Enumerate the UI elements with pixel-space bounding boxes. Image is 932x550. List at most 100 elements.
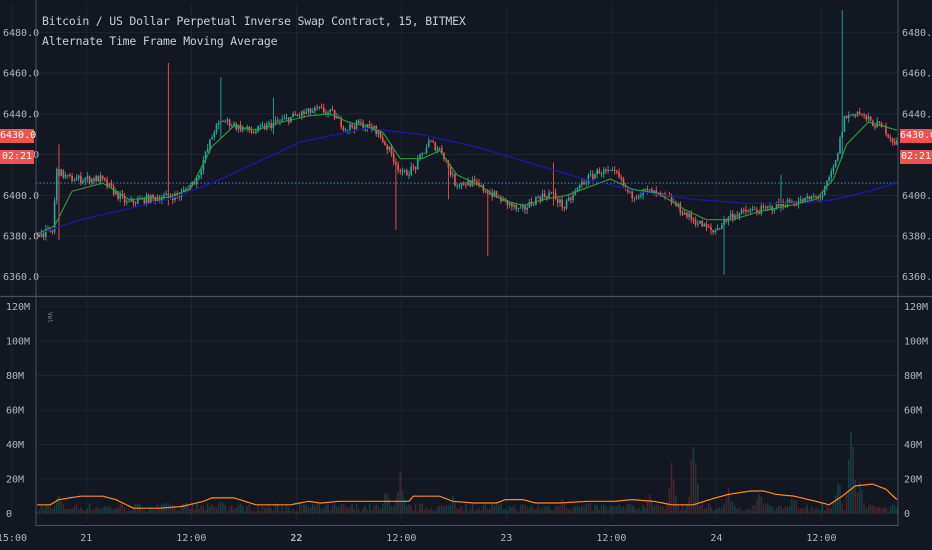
volume-bar: [583, 506, 585, 514]
candle-body: [318, 106, 321, 108]
candle-body: [182, 189, 185, 192]
volume-bar: [82, 509, 84, 514]
candle-body: [648, 189, 651, 190]
volume-bar: [620, 506, 623, 514]
volume-pane[interactable]: [36, 432, 898, 514]
volume-bar: [854, 479, 857, 514]
candle-body: [721, 224, 723, 229]
volume-bar: [266, 508, 268, 514]
price-pane[interactable]: [36, 10, 898, 275]
candle-body: [718, 228, 721, 229]
volume-bar: [449, 504, 452, 514]
candle-body: [86, 176, 89, 179]
volume-bar: [360, 511, 362, 514]
volume-bar: [419, 503, 421, 514]
candle-body: [316, 107, 318, 109]
time-tick-label: 23: [500, 533, 512, 544]
volume-bar: [664, 509, 666, 514]
candle-body: [458, 185, 461, 187]
candle-body: [591, 174, 594, 179]
volume-bar: [600, 504, 603, 514]
volume-bar: [867, 505, 870, 514]
volume-bar: [832, 502, 835, 514]
volume-bar: [745, 510, 747, 514]
candle-body: [471, 179, 474, 187]
candle-body: [401, 171, 404, 173]
volume-bar: [707, 503, 710, 514]
candle-body: [731, 213, 734, 219]
candle-body: [646, 189, 649, 190]
candle-body: [554, 192, 557, 199]
volume-bar: [417, 510, 419, 514]
candle-body: [139, 198, 141, 200]
study-title: Alternate Time Frame Moving Average: [42, 34, 278, 48]
volume-bar: [495, 504, 498, 514]
candle-body: [810, 196, 813, 200]
volume-bar: [640, 511, 642, 514]
candle-body: [456, 185, 458, 187]
candle-body: [189, 184, 192, 190]
volume-bar: [353, 508, 356, 514]
candle-body: [806, 196, 809, 199]
volume-bar: [679, 510, 682, 514]
volume-bar: [331, 504, 334, 514]
candle-body: [110, 183, 113, 187]
candle-body: [357, 120, 360, 124]
candle-body: [830, 171, 833, 178]
candle-body: [69, 174, 71, 176]
candle-body: [373, 126, 375, 130]
volume-bar: [189, 509, 192, 514]
candle-body: [386, 144, 388, 150]
volume-bar: [802, 508, 804, 514]
candle-body: [296, 114, 299, 116]
volume-bar: [504, 508, 507, 514]
volume-bar: [171, 505, 174, 514]
candle-body: [156, 198, 159, 201]
candle-body: [430, 140, 432, 142]
volume-bar: [484, 504, 487, 514]
volume-bar: [301, 505, 303, 514]
volume-bar: [64, 508, 67, 514]
chart-title: Bitcoin / US Dollar Perpetual Inverse Sw…: [42, 14, 466, 28]
volume-bar: [581, 505, 583, 514]
candle-body: [261, 125, 264, 127]
candle-body: [222, 121, 224, 122]
candle-body: [152, 194, 154, 198]
candle-body: [476, 181, 478, 183]
candle-body: [447, 160, 450, 168]
volume-bar: [204, 509, 207, 514]
candle-body: [712, 230, 714, 233]
candle-body: [241, 127, 244, 131]
candle-body: [548, 192, 550, 198]
volume-bar: [596, 505, 598, 514]
volume-bar: [653, 506, 655, 514]
volume-bar: [476, 509, 478, 514]
volume-bar: [150, 507, 152, 514]
price-tick-label: 6360.0: [3, 272, 39, 283]
volume-bar: [714, 510, 717, 514]
candle-body: [609, 169, 612, 171]
candle-body: [36, 233, 38, 235]
candle-body: [622, 178, 625, 186]
volume-bar: [261, 505, 264, 514]
candle-body: [213, 132, 216, 137]
candle-body: [478, 182, 480, 186]
candle-body: [349, 124, 351, 130]
volume-bar: [834, 494, 837, 514]
candle-body: [541, 193, 544, 201]
volume-bar: [469, 508, 472, 514]
volume-bar: [344, 505, 347, 514]
candle-body: [106, 180, 108, 187]
candle-body: [329, 109, 332, 112]
candle-body: [117, 191, 119, 199]
candle-body: [885, 125, 887, 135]
volume-bar: [434, 510, 437, 514]
volume-bar: [147, 509, 150, 514]
volume-bar: [329, 509, 332, 514]
volume-bar: [384, 493, 386, 514]
volume-bar: [830, 508, 833, 514]
volume-bar: [767, 503, 769, 514]
volume-bar: [395, 498, 397, 514]
